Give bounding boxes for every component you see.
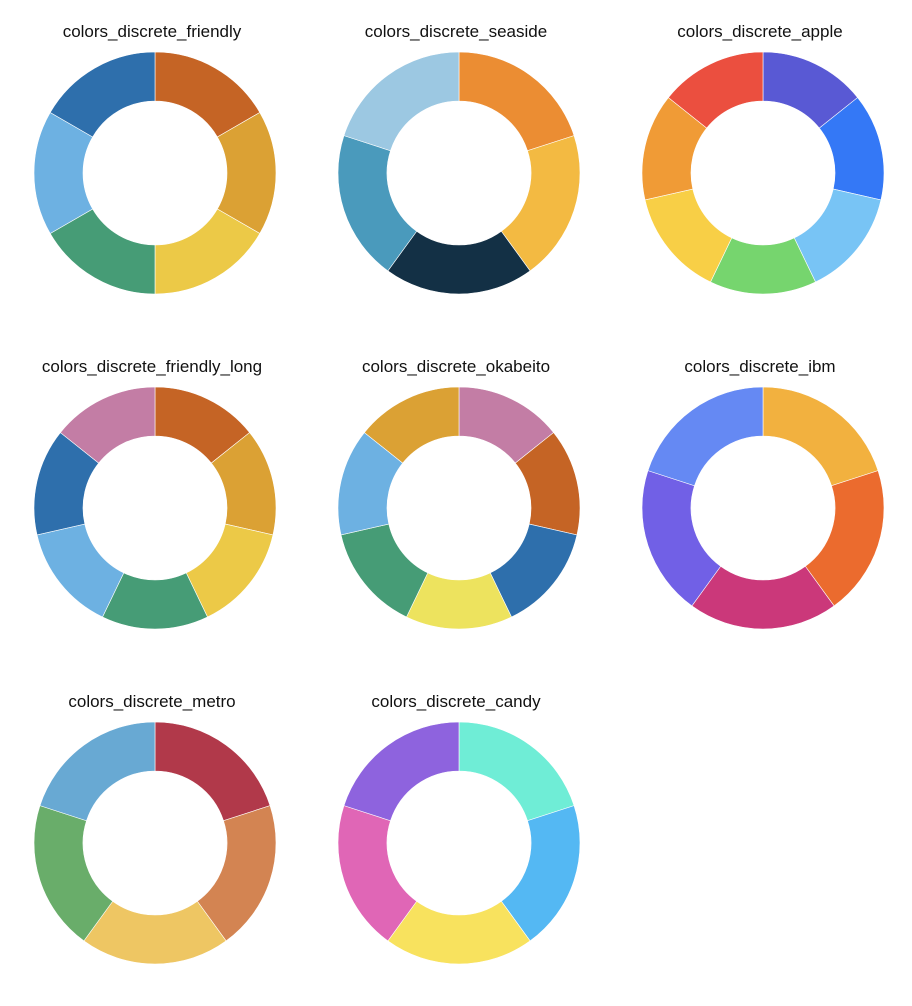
donut-slice: [59, 386, 156, 464]
donut-panel: colors_discrete_ibm: [608, 335, 912, 670]
donut-slice: [762, 386, 879, 487]
donut-slice: [458, 721, 575, 822]
donut-slice: [458, 51, 575, 152]
chart-title: colors_discrete_friendly: [62, 22, 242, 41]
chart-title: colors_discrete_candy: [371, 692, 541, 711]
donut-slice: [154, 721, 271, 822]
donut-chart: [337, 386, 581, 630]
chart-title: colors_discrete_friendly_long: [41, 357, 263, 376]
donut-slice: [667, 51, 764, 129]
chart-title: colors_discrete_ibm: [684, 357, 836, 376]
donut-slice: [363, 386, 460, 464]
donut-slice: [343, 51, 460, 152]
donut-slice: [647, 386, 764, 487]
donut-chart: [641, 386, 885, 630]
chart-title: colors_discrete_okabeito: [361, 357, 551, 376]
donut-panel: colors_discrete_candy: [304, 670, 608, 1005]
donut-chart: [33, 386, 277, 630]
chart-title: colors_discrete_metro: [68, 692, 236, 711]
donut-chart: [33, 721, 277, 965]
donut-slice: [39, 721, 156, 822]
donut-panel: colors_discrete_metro: [0, 670, 304, 1005]
donut-chart: [337, 721, 581, 965]
donut-panel: colors_discrete_friendly: [0, 0, 304, 335]
donut-slice: [49, 51, 156, 138]
donut-chart: [641, 51, 885, 295]
chart-title: colors_discrete_seaside: [364, 22, 548, 41]
donut-chart: [337, 51, 581, 295]
donut-panel: colors_discrete_seaside: [304, 0, 608, 335]
donut-panel: colors_discrete_friendly_long: [0, 335, 304, 670]
donut-chart: [33, 51, 277, 295]
chart-title: colors_discrete_apple: [677, 22, 843, 41]
donut-panel: colors_discrete_okabeito: [304, 335, 608, 670]
donut-panel: colors_discrete_apple: [608, 0, 912, 335]
donut-slice: [343, 721, 460, 822]
